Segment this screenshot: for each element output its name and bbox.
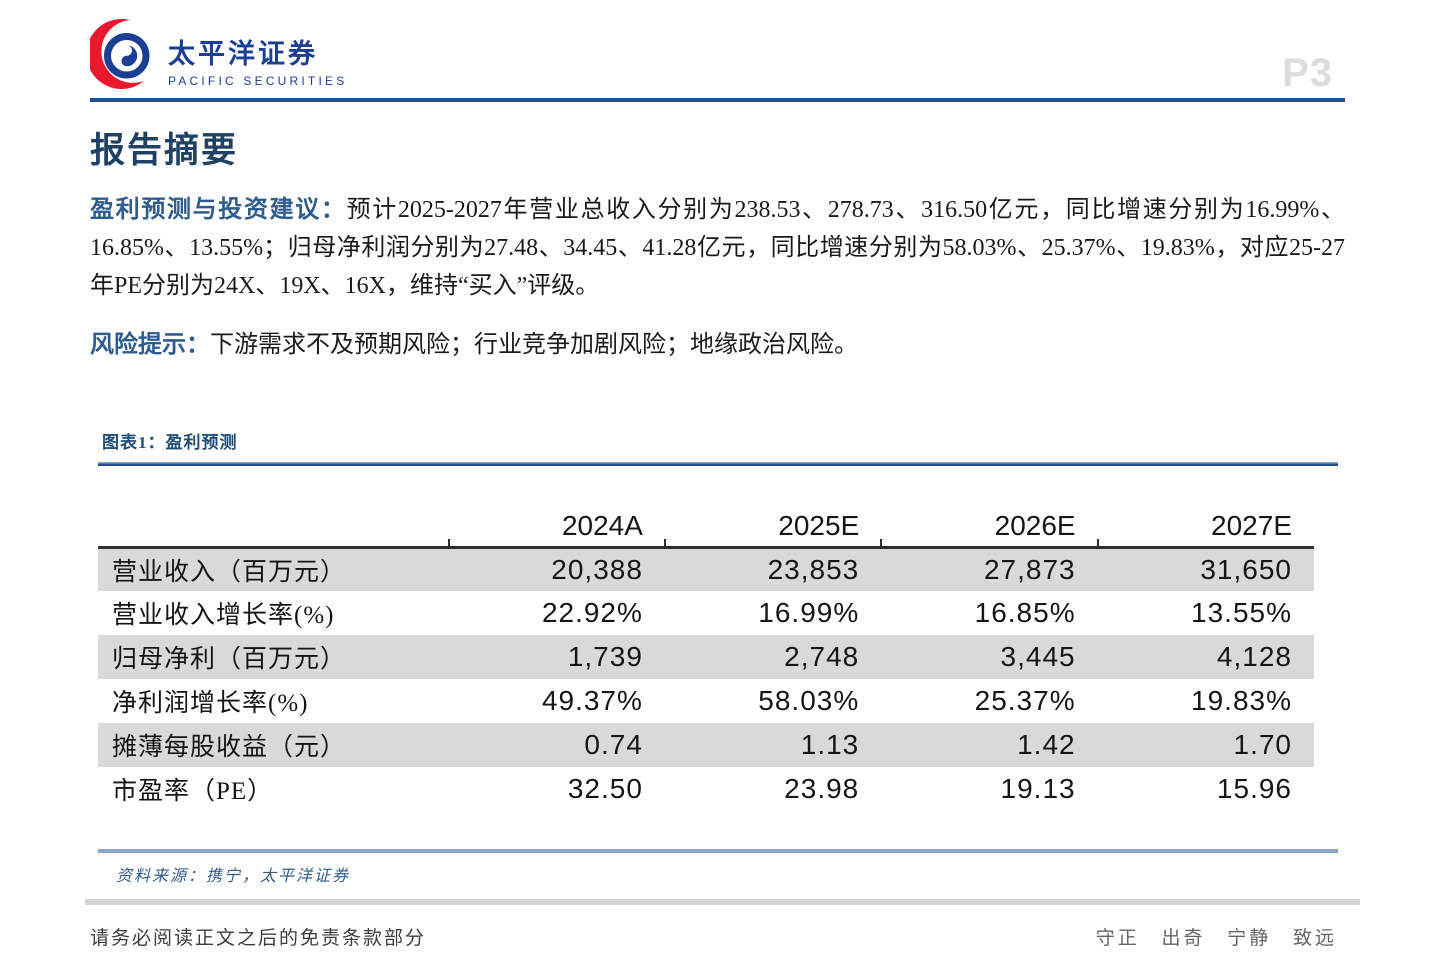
risk-paragraph-lead: 风险提示： — [90, 332, 210, 358]
table-cell: 23,853 — [767, 553, 860, 585]
figure-caption: 图表1：盈利预测 — [102, 433, 238, 452]
pacific-securities-logo-icon — [86, 12, 165, 101]
page-footer: 请务必阅读正文之后的免责条款部分 守正 出奇 宁静 致远 — [90, 923, 1345, 950]
table-cell: 15.96 — [1216, 773, 1292, 804]
risk-paragraph-body: 下游需求不及预期风险；行业竞争加剧风险；地缘政治风险。 — [210, 332, 858, 358]
brand-name-en: PACIFIC SECURITIES — [168, 73, 348, 88]
table-row: 归母净利（百万元） 1,739 2,748 3,445 4,128 — [98, 635, 1314, 679]
risk-paragraph: 风险提示：下游需求不及预期风险；行业竞争加剧风险；地缘政治风险。 — [90, 326, 1345, 364]
footer-motto: 守正 出奇 宁静 致远 — [1095, 928, 1337, 949]
row-label: 摊薄每股收益（元） — [112, 734, 347, 761]
header-divider — [90, 98, 1345, 102]
figure-1: 图表1：盈利预测 2024A 2025E 2026E 2027E — [85, 428, 1360, 905]
table-cell: 1.13 — [800, 729, 860, 760]
table-cell: 20,388 — [551, 553, 643, 585]
column-header-2024a: 2024A — [448, 507, 667, 549]
table-cell: 19.13 — [1000, 773, 1076, 804]
column-header-2025e: 2025E — [664, 507, 883, 549]
table-cell: 19.83% — [1191, 685, 1292, 716]
forecast-paragraph-lead: 盈利预测与投资建议： — [90, 197, 347, 223]
footer-disclaimer: 请务必阅读正文之后的免责条款部分 — [90, 928, 427, 949]
source-block: 资料来源：携宁，太平洋证券 — [98, 849, 1338, 896]
table-cell: 1,739 — [567, 641, 643, 672]
table-row: 营业收入（百万元） 20,388 23,853 27,873 31,650 — [98, 547, 1314, 591]
table-cell: 1.42 — [1017, 729, 1076, 760]
table-cell: 49.37% — [541, 685, 643, 716]
caption-divider — [98, 462, 1338, 466]
page-number: P3 — [1282, 51, 1333, 95]
table-cell: 25.37% — [974, 685, 1076, 716]
table-cell: 13.55% — [1191, 597, 1292, 628]
row-label: 营业收入（百万元） — [112, 558, 347, 586]
brand-name-cn: 太平洋证券 — [168, 38, 318, 69]
source-note: 资料来源：携宁，太平洋证券 — [116, 868, 351, 885]
column-header-2026e: 2026E — [881, 507, 1099, 549]
profit-forecast-table: 2024A 2025E 2026E 2027E 营业收入（百万元） 20,388… — [98, 507, 1314, 811]
table-cell: 2,748 — [784, 641, 860, 672]
section-divider — [85, 899, 1360, 905]
page-header: 太平洋证券 PACIFIC SECURITIES P3 — [86, 0, 1345, 101]
table-cell: 0.74 — [584, 729, 643, 760]
page-title: 报告摘要 — [90, 131, 239, 170]
brand-block: 太平洋证券 PACIFIC SECURITIES — [86, 12, 347, 101]
table-header-row: 2024A 2025E 2026E 2027E — [98, 507, 1314, 549]
row-label: 营业收入增长率(%) — [112, 602, 335, 629]
column-header-2027e: 2027E — [1097, 507, 1314, 549]
table-cell: 32.50 — [567, 773, 643, 804]
table-cell: 4,128 — [1216, 641, 1292, 672]
forecast-paragraph: 盈利预测与投资建议：预计2025-2027年营业总收入分别为238.53、278… — [90, 191, 1345, 305]
table-cell: 1.70 — [1233, 729, 1292, 760]
row-label: 市盈率（PE） — [112, 778, 274, 805]
table-cell: 23.98 — [784, 773, 860, 804]
table-cell: 22.92% — [541, 597, 643, 628]
table-row: 摊薄每股收益（元） 0.74 1.13 1.42 1.70 — [98, 723, 1314, 767]
table-row: 市盈率（PE） 32.50 23.98 19.13 15.96 — [98, 767, 1314, 811]
table-row: 净利润增长率(%) 49.37% 58.03% 25.37% 19.83% — [98, 679, 1314, 723]
table-cell: 58.03% — [758, 685, 860, 716]
table-cell: 16.85% — [974, 597, 1076, 628]
table-cell: 27,873 — [983, 553, 1076, 585]
table-cell: 31,650 — [1200, 553, 1292, 585]
table-cell: 3,445 — [1000, 641, 1076, 672]
forecast-table-wrap: 2024A 2025E 2026E 2027E 营业收入（百万元） 20,388… — [98, 507, 1345, 811]
table-cell: 16.99% — [758, 597, 860, 628]
brand-text: 太平洋证券 PACIFIC SECURITIES — [168, 32, 347, 88]
column-header-empty — [98, 507, 450, 549]
row-label: 净利润增长率(%) — [112, 690, 309, 717]
table-row: 营业收入增长率(%) 22.92% 16.99% 16.85% 13.55% — [98, 591, 1314, 635]
forecast-paragraph-body: 预计2025-2027年营业总收入分别为238.53、278.73、316.50… — [90, 197, 1346, 299]
row-label: 归母净利（百万元） — [112, 646, 347, 673]
